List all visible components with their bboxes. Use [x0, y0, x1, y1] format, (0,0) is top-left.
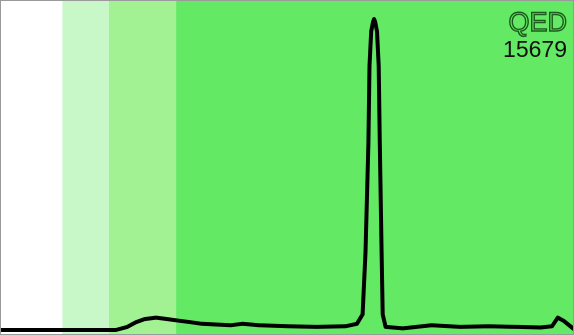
background-band-3 — [108, 1, 177, 334]
count-value: 15679 — [503, 36, 567, 62]
qed-logo: QED — [508, 7, 568, 37]
background-band-4 — [176, 1, 573, 334]
brand-block: QED 15679 — [503, 7, 568, 62]
background-band-1 — [1, 1, 63, 334]
background-band-2 — [62, 1, 109, 334]
signal-line-1 — [1, 17, 573, 332]
